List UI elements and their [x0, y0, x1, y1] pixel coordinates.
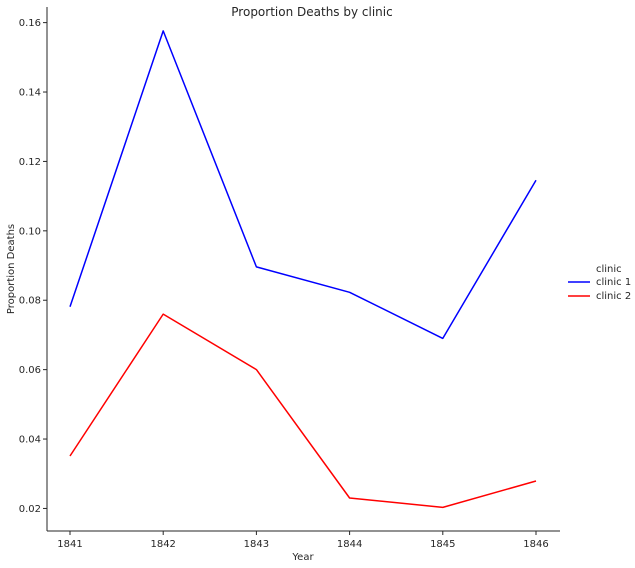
series-layer — [69, 30, 537, 509]
x-tick-labels: 1841 1842 1843 1844 1845 1846 — [57, 531, 549, 550]
y-tick-label: 0.04 — [19, 435, 41, 446]
legend: clinic clinic 1 clinic 2 — [568, 264, 631, 302]
y-axis-label: Proportion Deaths — [6, 224, 17, 314]
x-axis-label: Year — [291, 552, 314, 563]
legend-label: clinic 1 — [596, 277, 631, 288]
x-tick-label: 1846 — [523, 539, 548, 550]
x-tick-label: 1844 — [337, 539, 362, 550]
x-tick-label: 1841 — [57, 539, 82, 550]
x-tick-label: 1843 — [244, 539, 269, 550]
y-tick-labels: 0.02 0.04 0.06 0.08 0.10 0.12 0.14 0.16 — [19, 18, 47, 515]
x-tick-label: 1842 — [150, 539, 175, 550]
y-tick-label: 0.16 — [19, 18, 41, 29]
y-tick-label: 0.02 — [19, 504, 41, 515]
x-tick-label: 1845 — [430, 539, 455, 550]
y-tick-label: 0.10 — [19, 226, 41, 237]
series-line-2 — [69, 313, 537, 509]
chart-title: Proportion Deaths by clinic — [231, 5, 392, 19]
y-tick-label: 0.06 — [19, 365, 41, 376]
legend-title: clinic — [596, 264, 622, 275]
y-tick-label: 0.08 — [19, 296, 41, 307]
y-tick-label: 0.12 — [19, 157, 41, 168]
legend-items: clinic 1 clinic 2 — [568, 277, 631, 302]
series-line-1 — [69, 30, 537, 340]
legend-label: clinic 2 — [596, 291, 631, 302]
y-tick-label: 0.14 — [19, 88, 41, 99]
axes — [46, 7, 560, 532]
